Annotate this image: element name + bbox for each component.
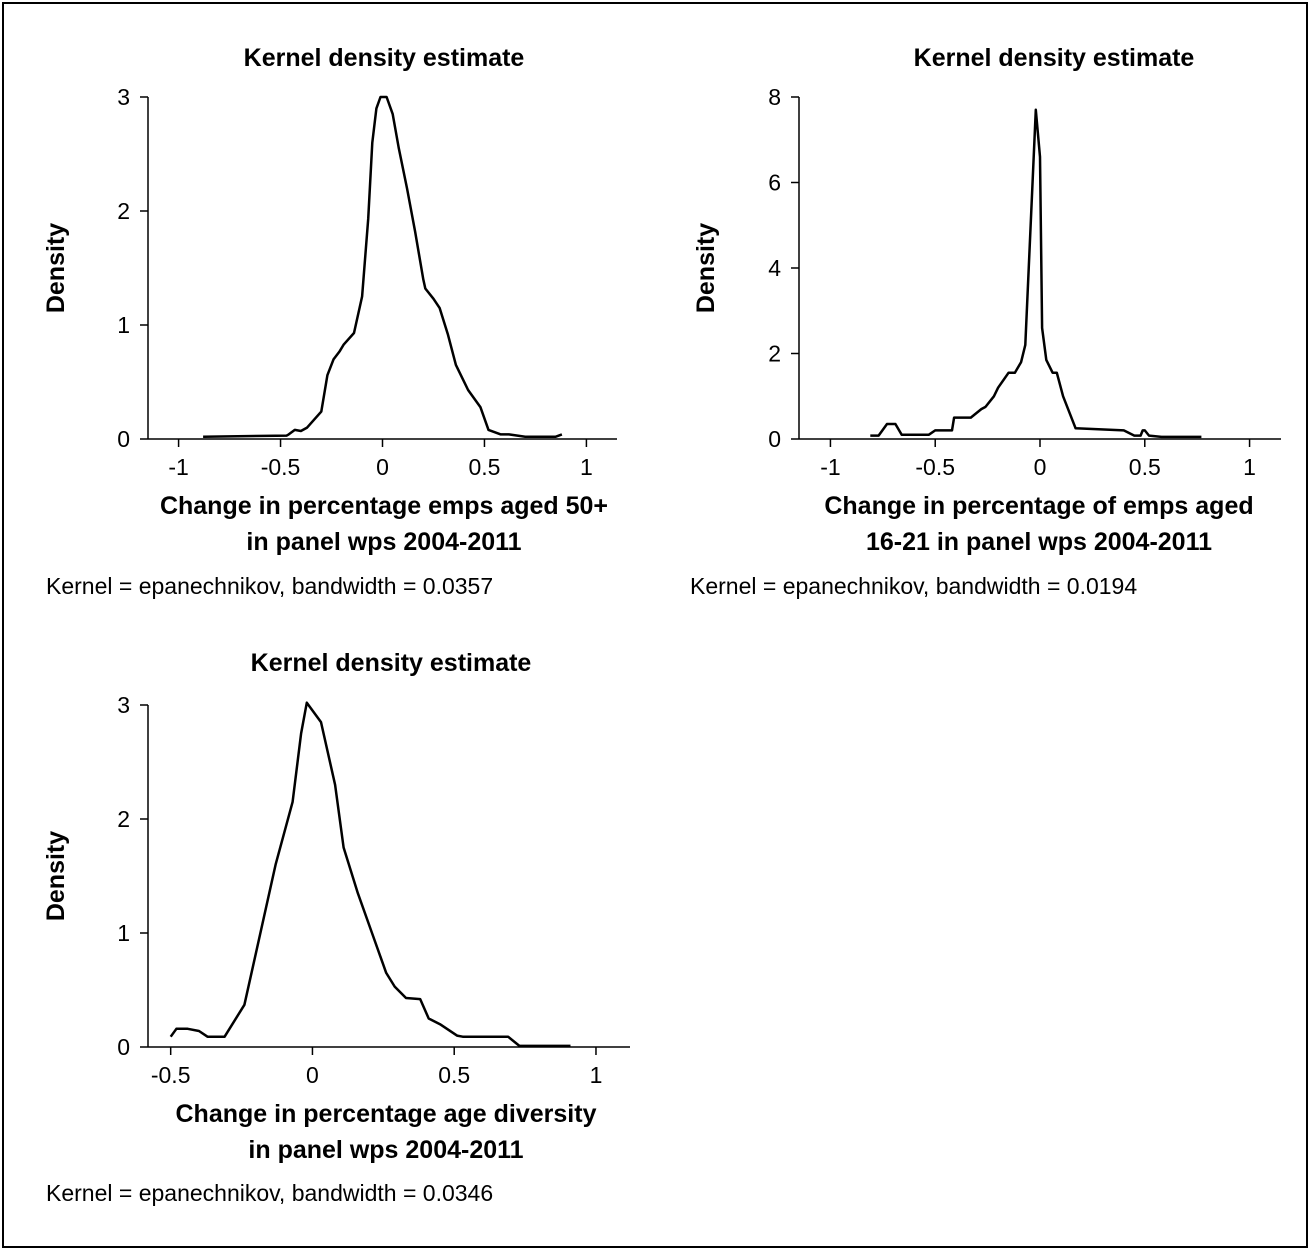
- y-tick-label: 2: [768, 341, 781, 367]
- x-tick-label: -0.5: [915, 454, 955, 480]
- y-tick-label: 0: [117, 1034, 130, 1060]
- y-tick-label: 2: [117, 198, 130, 224]
- density-line: [203, 95, 563, 438]
- x-tick-label: 0.5: [468, 454, 500, 480]
- x-axis-label-line-1: Change in percentage age diversity: [176, 1100, 597, 1128]
- chart-2: Kernel density estimate 0 2 4 6 8 -1 -0.5 0 0.5 1 D…: [690, 44, 1281, 599]
- density-line: [870, 108, 1202, 439]
- x-tick-label: 0.5: [1129, 454, 1161, 480]
- x-tick-label: -1: [820, 454, 840, 480]
- y-tick-label: 1: [117, 920, 130, 946]
- y-tick-label: 6: [768, 170, 781, 196]
- x-tick-label: 0: [306, 1062, 319, 1088]
- chart-title: Kernel density estimate: [914, 44, 1195, 72]
- x-tick-label: -0.5: [261, 454, 301, 480]
- y-tick-label: 4: [768, 255, 781, 281]
- chart-title: Kernel density estimate: [251, 649, 532, 677]
- x-tick-label: -1: [168, 454, 188, 480]
- x-tick-label: 0: [1034, 454, 1047, 480]
- y-tick-label: 3: [117, 84, 130, 110]
- x-tick-label: 1: [590, 1062, 603, 1088]
- x-tick-label: -0.5: [151, 1062, 191, 1088]
- y-tick-label: 0: [117, 426, 130, 452]
- y-axis-label: Density: [42, 223, 70, 313]
- x-axis-label-line-1: Change in percentage of emps aged: [824, 492, 1253, 520]
- y-tick-label: 3: [117, 692, 130, 718]
- chart-title: Kernel density estimate: [244, 44, 525, 72]
- x-axis-label-line-2: in panel wps 2004-2011: [248, 1136, 523, 1164]
- y-tick-label: 1: [117, 312, 130, 338]
- x-tick-label: 0: [376, 454, 389, 480]
- x-axis-label-line-2: 16-21 in panel wps 2004-2011: [866, 528, 1212, 556]
- y-tick-label: 0: [768, 426, 781, 452]
- chart-3: Kernel density estimate 0 1 2 3 -0.5 0 0.5 1 Dens…: [42, 649, 630, 1206]
- kernel-note: Kernel = epanechnikov, bandwidth = 0.034…: [46, 1180, 493, 1206]
- kernel-note: Kernel = epanechnikov, bandwidth = 0.035…: [46, 573, 493, 599]
- density-line: [169, 701, 571, 1048]
- y-tick-label: 2: [117, 806, 130, 832]
- y-axis-label: Density: [42, 831, 70, 921]
- y-axis-label: Density: [692, 223, 720, 313]
- y-tick-label: 8: [768, 84, 781, 110]
- x-tick-label: 1: [580, 454, 593, 480]
- kernel-note: Kernel = epanechnikov, bandwidth = 0.019…: [690, 573, 1137, 599]
- x-axis-label-line-1: Change in percentage emps aged 50+: [160, 492, 608, 520]
- x-tick-label: 0.5: [438, 1062, 470, 1088]
- x-tick-label: 1: [1243, 454, 1256, 480]
- x-axis-label-line-2: in panel wps 2004-2011: [246, 528, 521, 556]
- chart-1: Kernel density estimate 0 1 2 3 -1 -0.5 0 0.5 1 De…: [42, 44, 617, 599]
